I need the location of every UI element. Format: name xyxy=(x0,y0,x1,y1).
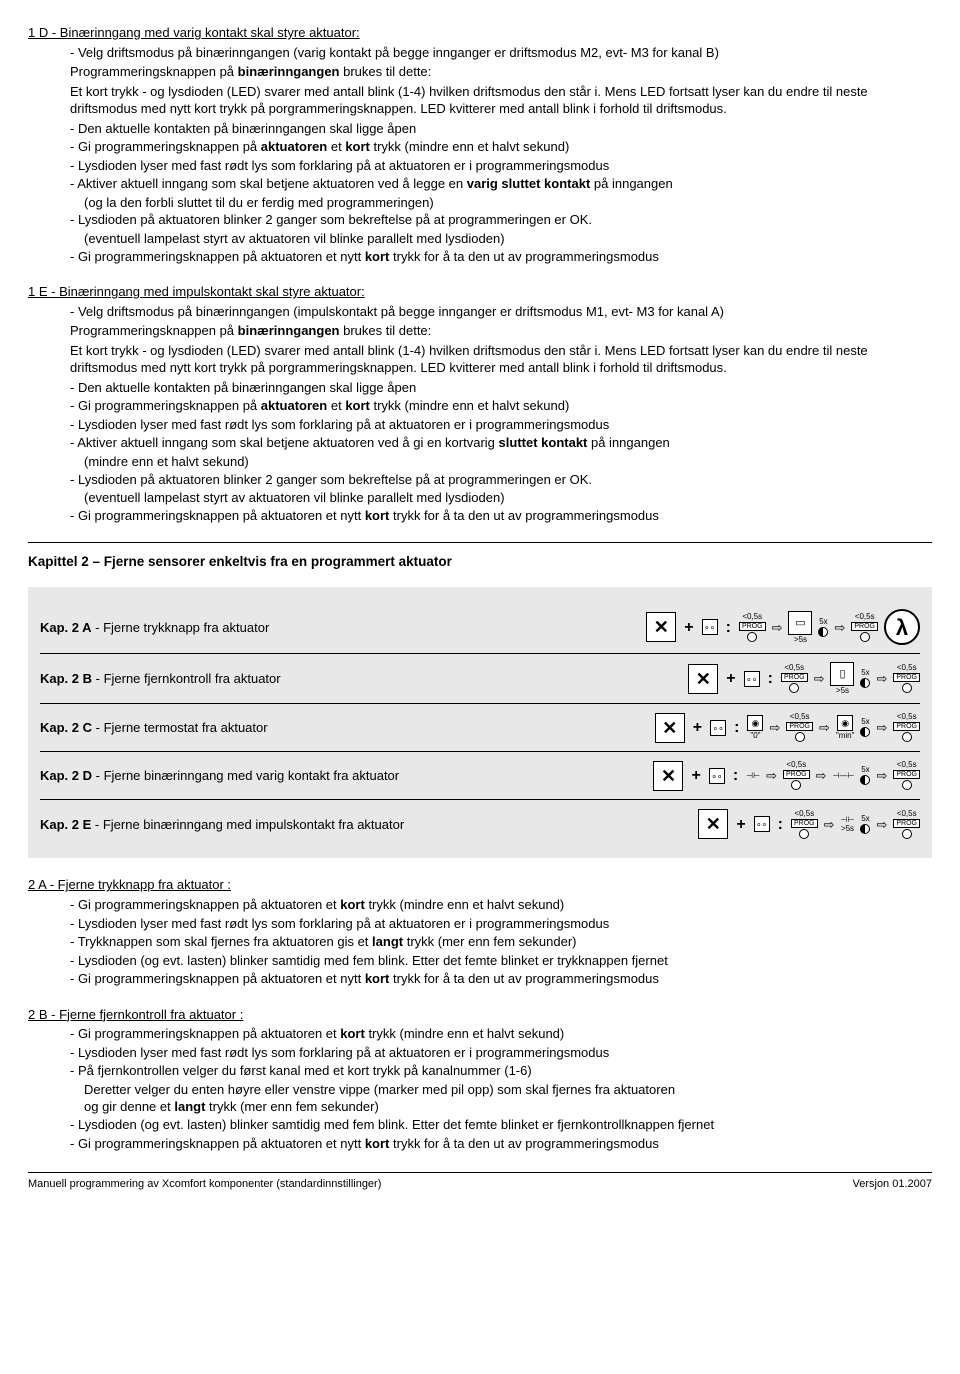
pulse-icon: ⊣⊢ xyxy=(841,816,855,824)
s2b-i4: Deretter velger du enten høyre eller ven… xyxy=(84,1081,932,1099)
section-1d-head: 1 D - Binærinngang med varig kontakt ska… xyxy=(28,24,932,42)
x-icon: ✕ xyxy=(698,809,728,839)
s1d-i4: - Aktiver aktuell inngang som skal betje… xyxy=(70,175,932,193)
s1e-i1: - Den aktuelle kontakten på binærinngang… xyxy=(70,379,932,397)
arrow-icon: ⇨ xyxy=(772,619,783,637)
footer-left: Manuell programmering av Xcomfort kompon… xyxy=(28,1177,381,1192)
switch-closed-icon: ⊣—⊢ xyxy=(833,772,855,780)
colon-icon: : xyxy=(726,617,731,639)
s2a-i3: - Trykknappen som skal fjernes fra aktua… xyxy=(70,933,932,951)
s1d-p1: - Velg driftsmodus på binærinngangen (va… xyxy=(70,44,932,62)
s2b-i1: - Gi programmeringsknappen på aktuatoren… xyxy=(70,1025,932,1043)
s2a-i1: - Gi programmeringsknappen på aktuatoren… xyxy=(70,896,932,914)
s1e-i4sub: (mindre enn et halvt sekund) xyxy=(84,453,932,471)
kap2-row-c: Kap. 2 C - Fjerne termostat fra aktuator… xyxy=(40,704,920,752)
switch-open-icon: ⊣⊢ xyxy=(746,772,760,780)
s1e-i5: - Lysdioden på aktuatoren blinker 2 gang… xyxy=(70,471,932,489)
section-1e: 1 E - Binærinngang med impulskontakt ska… xyxy=(28,283,932,524)
s1d-i1: - Den aktuelle kontakten på binærinngang… xyxy=(70,120,932,138)
plus-icon: + xyxy=(684,617,693,639)
s1e-p3: Et kort trykk - og lysdioden (LED) svare… xyxy=(70,342,932,377)
kap2-row-a-label: Kap. 2 A - Fjerne trykknapp fra aktuator xyxy=(40,619,269,637)
page-footer: Manuell programmering av Xcomfort kompon… xyxy=(28,1172,932,1192)
button-icon: ▭ xyxy=(788,611,812,635)
s1d-i2: - Gi programmeringsknappen på aktuatoren… xyxy=(70,138,932,156)
s2b-i5: - Lysdioden (og evt. lasten) blinker sam… xyxy=(70,1116,932,1134)
section-1d: 1 D - Binærinngang med varig kontakt ska… xyxy=(28,24,932,265)
divider-1 xyxy=(28,542,932,543)
section-2b: 2 B - Fjerne fjernkontroll fra aktuator … xyxy=(28,1006,932,1152)
arrow-icon: ⇨ xyxy=(834,619,845,637)
s2b-i2: - Lysdioden lyser med fast rødt lys som … xyxy=(70,1044,932,1062)
x-icon: ✕ xyxy=(653,761,683,791)
device-icon: ∘∘ xyxy=(702,619,718,635)
kap2-row-e: Kap. 2 E - Fjerne binærinngang med impul… xyxy=(40,800,920,848)
kap2-row-a: Kap. 2 A - Fjerne trykknapp fra aktuator… xyxy=(40,601,920,654)
kap2-row-c-icons: ✕ + ∘∘ : ◉"0" ⇨ <0,5sPROG ⇨ ◉"min" 5x ⇨ … xyxy=(655,713,920,743)
s1d-i6: - Gi programmeringsknappen på aktuatoren… xyxy=(70,248,932,266)
s2b-i4b: og gir denne et langt trykk (mer enn fem… xyxy=(84,1098,932,1116)
section-1e-head: 1 E - Binærinngang med impulskontakt ska… xyxy=(28,283,932,301)
s1e-i5sub: (eventuell lampelast styrt av aktuatoren… xyxy=(84,489,932,507)
remote-icon: ▯ xyxy=(830,662,854,686)
s1e-i6: - Gi programmeringsknappen på aktuatoren… xyxy=(70,507,932,525)
kap2-row-d-label: Kap. 2 D - Fjerne binærinngang med varig… xyxy=(40,767,399,785)
kap2-title: Kapittel 2 – Fjerne sensorer enkeltvis f… xyxy=(28,553,932,571)
s1e-p1: - Velg driftsmodus på binærinngangen (im… xyxy=(70,303,932,321)
kap2-row-d-icons: ✕ + ∘∘ : ⊣⊢ ⇨ <0,5sPROG ⇨ ⊣—⊢ 5x ⇨ <0,5s… xyxy=(653,761,920,791)
lambda-icon: λ xyxy=(884,609,920,645)
kap2-panel: Kap. 2 A - Fjerne trykknapp fra aktuator… xyxy=(28,587,932,858)
section-2b-head: 2 B - Fjerne fjernkontroll fra aktuator … xyxy=(28,1006,932,1024)
s2a-i4: - Lysdioden (og evt. lasten) blinker sam… xyxy=(70,952,932,970)
s1d-p3: Et kort trykk - og lysdioden (LED) svare… xyxy=(70,83,932,118)
s2a-i5: - Gi programmeringsknappen på aktuatoren… xyxy=(70,970,932,988)
kap2-row-b-icons: ✕ + ∘∘ : <0,5sPROG ⇨ ▯>5s 5x ⇨ <0,5sPROG xyxy=(688,662,920,695)
device-icon: ∘∘ xyxy=(709,768,725,784)
s1d-p2: Programmeringsknappen på binærinngangen … xyxy=(70,63,932,81)
s2b-i6: - Gi programmeringsknappen på aktuatoren… xyxy=(70,1135,932,1153)
footer-right: Versjon 01.2007 xyxy=(852,1177,932,1192)
kap2-row-e-icons: ✕ + ∘∘ : <0,5sPROG ⇨ ⊣⊢>5s 5x ⇨ <0,5sPRO… xyxy=(698,809,920,839)
s1d-i5sub: (eventuell lampelast styrt av aktuatoren… xyxy=(84,230,932,248)
s2b-i3: - På fjernkontrollen velger du først kan… xyxy=(70,1062,932,1080)
x-icon: ✕ xyxy=(688,664,718,694)
s1d-i4sub: (og la den forbli sluttet til du er ferd… xyxy=(84,194,932,212)
section-2a: 2 A - Fjerne trykknapp fra aktuator : - … xyxy=(28,876,932,987)
thermo-icon: ◉ xyxy=(747,715,763,731)
kap2-row-e-label: Kap. 2 E - Fjerne binærinngang med impul… xyxy=(40,816,404,834)
device-icon: ∘∘ xyxy=(754,816,770,832)
s1e-i2: - Gi programmeringsknappen på aktuatoren… xyxy=(70,397,932,415)
kap2-row-d: Kap. 2 D - Fjerne binærinngang med varig… xyxy=(40,752,920,800)
s1d-i5: - Lysdioden på aktuatoren blinker 2 gang… xyxy=(70,211,932,229)
section-2a-head: 2 A - Fjerne trykknapp fra aktuator : xyxy=(28,876,932,894)
kap2-row-b: Kap. 2 B - Fjerne fjernkontroll fra aktu… xyxy=(40,654,920,704)
kap2-row-a-icons: ✕ + ∘∘ : <0,5sPROG ⇨ ▭>5s 5x ⇨ <0,5sPROG… xyxy=(646,609,920,645)
x-icon: ✕ xyxy=(655,713,685,743)
x-icon: ✕ xyxy=(646,612,676,642)
s1e-p2: Programmeringsknappen på binærinngangen … xyxy=(70,322,932,340)
thermo-icon: ◉ xyxy=(837,715,853,731)
s1d-i3: - Lysdioden lyser med fast rødt lys som … xyxy=(70,157,932,175)
device-icon: ∘∘ xyxy=(710,720,726,736)
kap2-row-c-label: Kap. 2 C - Fjerne termostat fra aktuator xyxy=(40,719,268,737)
s1e-i4: - Aktiver aktuell inngang som skal betje… xyxy=(70,434,932,452)
device-icon: ∘∘ xyxy=(744,671,760,687)
s1e-i3: - Lysdioden lyser med fast rødt lys som … xyxy=(70,416,932,434)
s2a-i2: - Lysdioden lyser med fast rødt lys som … xyxy=(70,915,932,933)
kap2-row-b-label: Kap. 2 B - Fjerne fjernkontroll fra aktu… xyxy=(40,670,281,688)
